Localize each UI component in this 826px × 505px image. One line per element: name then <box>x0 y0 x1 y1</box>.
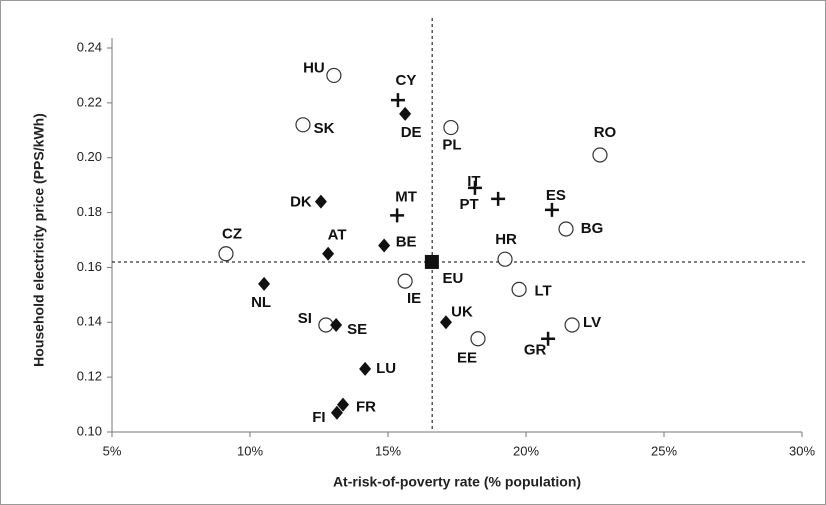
point-label: CZ <box>222 226 242 243</box>
point-label: PL <box>442 137 461 154</box>
point <box>424 254 439 269</box>
x-tick-label: 10% <box>237 443 263 458</box>
point-label: BG <box>581 220 604 237</box>
point-label: EE <box>457 350 477 367</box>
point-label: AT <box>328 227 347 244</box>
point <box>399 106 412 121</box>
x-tick-label: 5% <box>103 443 122 458</box>
y-tick-label: 0.10 <box>77 423 102 438</box>
point-label: ES <box>546 187 566 204</box>
point <box>467 180 482 195</box>
x-tick-label: 20% <box>513 443 539 458</box>
x-tick-label: 30% <box>789 443 815 458</box>
point <box>564 317 580 333</box>
y-axis-label: Household electricity price (PPS/kWh) <box>31 113 47 367</box>
point <box>443 119 459 136</box>
point <box>359 361 372 376</box>
point <box>390 208 405 223</box>
y-tick-label: 0.24 <box>77 39 102 54</box>
x-tick-label: 15% <box>375 443 401 458</box>
point-label: SK <box>314 120 335 137</box>
point <box>337 397 350 412</box>
point-label: BE <box>396 233 417 250</box>
point <box>330 405 343 420</box>
point <box>258 276 271 291</box>
point-label: LV <box>583 314 601 331</box>
point-label: SI <box>298 310 312 327</box>
point <box>326 67 342 84</box>
y-tick-label: 0.18 <box>77 204 102 219</box>
point <box>218 246 234 262</box>
point <box>491 191 506 206</box>
x-axis-label: At-risk-of-poverty rate (% population) <box>333 474 581 490</box>
point <box>497 251 513 267</box>
point-label: NL <box>251 294 271 311</box>
point-label: IT <box>467 173 480 190</box>
point-label: SE <box>347 321 367 338</box>
point <box>470 331 486 347</box>
point-label: RO <box>594 124 617 141</box>
point-label: MT <box>395 188 417 205</box>
y-tick-label: 0.20 <box>77 149 102 164</box>
point-label: HR <box>495 231 517 248</box>
point <box>390 93 405 108</box>
point <box>322 246 335 261</box>
point-label: IE <box>407 290 421 307</box>
y-tick-label: 0.14 <box>77 314 102 329</box>
point-label: FR <box>356 399 376 416</box>
point-label: DE <box>401 124 422 141</box>
point-label: EU <box>442 270 463 287</box>
point-label: LU <box>376 360 396 377</box>
point-label: DK <box>290 194 312 211</box>
point <box>558 221 574 237</box>
point <box>541 331 556 346</box>
point <box>439 315 452 330</box>
point-label: LT <box>534 282 551 299</box>
y-tick-label: 0.22 <box>77 94 102 109</box>
point-label: GR <box>524 342 547 359</box>
point <box>295 117 311 133</box>
y-tick-label: 0.12 <box>77 369 102 384</box>
point-label: FI <box>312 409 325 426</box>
point <box>330 318 343 333</box>
point <box>378 238 391 253</box>
point <box>592 147 608 163</box>
point <box>397 273 413 289</box>
y-tick-label: 0.16 <box>77 259 102 274</box>
point-label: UK <box>451 303 473 320</box>
point-label: CY <box>396 72 417 89</box>
point <box>544 202 559 217</box>
point <box>511 281 527 297</box>
point-label: PT <box>460 196 479 213</box>
point <box>314 194 327 209</box>
x-tick-label: 25% <box>651 443 677 458</box>
point-label: HU <box>303 59 325 76</box>
